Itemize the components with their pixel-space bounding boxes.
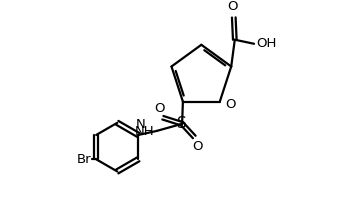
Text: Br: Br — [77, 153, 91, 166]
Text: N: N — [135, 117, 145, 131]
Text: O: O — [192, 140, 203, 153]
Text: O: O — [228, 0, 238, 13]
Text: OH: OH — [256, 37, 276, 50]
Text: S: S — [177, 116, 187, 131]
Text: O: O — [225, 98, 235, 111]
Text: O: O — [155, 102, 165, 115]
Text: NH: NH — [135, 125, 155, 138]
